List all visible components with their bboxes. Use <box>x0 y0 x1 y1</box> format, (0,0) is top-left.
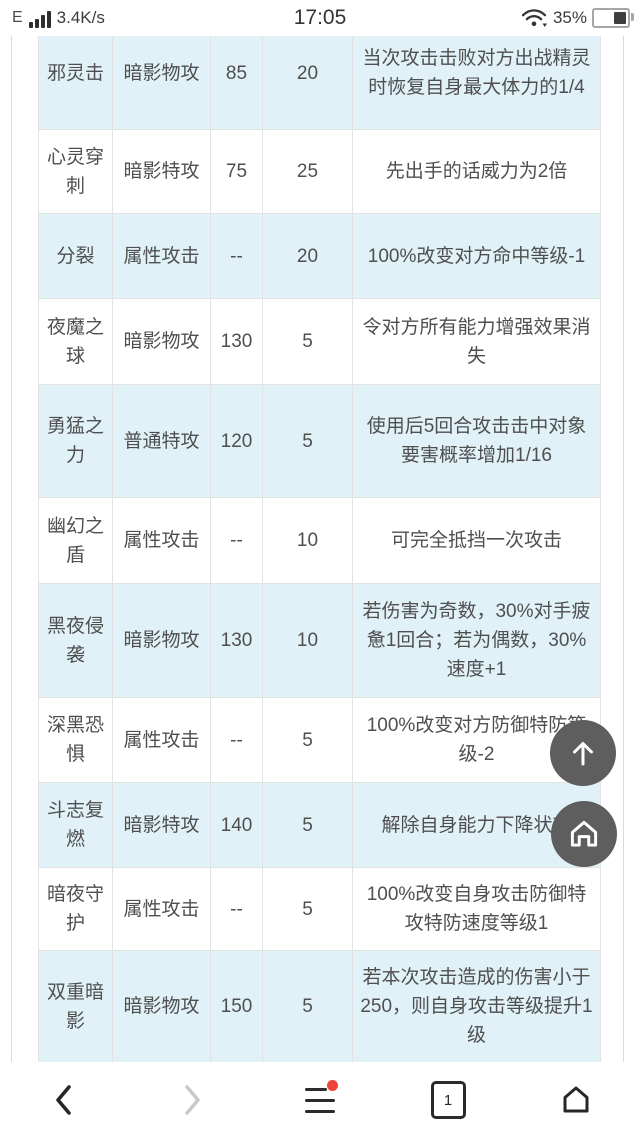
table-row: 心灵穿刺 暗影特攻 75 25 先出手的话威力为2倍 <box>38 129 601 214</box>
forward-icon <box>185 1085 200 1115</box>
battery-icon <box>592 8 634 28</box>
browser-nav-bar: 1 <box>0 1062 640 1138</box>
table-row: 勇猛之力 普通特攻 120 5 使用后5回合攻击击中对象要害概率增加1/16 <box>38 384 601 498</box>
notification-dot <box>327 1079 338 1091</box>
up-arrow-icon <box>573 742 593 766</box>
skill-power-cell: -- <box>210 697 263 783</box>
skill-pp-cell: 10 <box>262 497 353 584</box>
skill-pp-cell: 5 <box>262 867 353 951</box>
skill-name-cell: 斗志复燃 <box>38 782 113 868</box>
nav-home-button[interactable] <box>512 1062 640 1138</box>
skill-kind-cell: 属性攻击 <box>112 697 211 783</box>
table-row: 幽幻之盾 属性攻击 -- 10 可完全抵挡一次攻击 <box>38 497 601 584</box>
skill-power-cell: 150 <box>210 950 263 1063</box>
skill-name-cell: 心灵穿刺 <box>38 129 113 214</box>
menu-button[interactable] <box>256 1062 384 1138</box>
skill-kind-cell: 属性攻击 <box>112 213 211 299</box>
table-row: 分裂 属性攻击 -- 20 100%改变对方命中等级-1 <box>38 213 601 299</box>
table-row: 暗夜守护 属性攻击 -- 5 100%改变自身攻击防御特攻特防速度等级1 <box>38 867 601 951</box>
skill-name-cell: 勇猛之力 <box>38 384 113 498</box>
skill-effect-cell: 先出手的话威力为2倍 <box>352 129 601 214</box>
skill-pp-cell: 5 <box>262 384 353 498</box>
float-home-button[interactable] <box>551 801 617 867</box>
skill-name-cell: 暗夜守护 <box>38 867 113 951</box>
table-row: 深黑恐惧 属性攻击 -- 5 100%改变对方防御特防等级-2 <box>38 697 601 783</box>
table-row: 双重暗影 暗影物攻 150 5 若本次攻击造成的伤害小于250，则自身攻击等级提… <box>38 950 601 1063</box>
signal-strength-icon <box>28 10 51 28</box>
home-icon <box>570 820 598 847</box>
skill-name-cell: 深黑恐惧 <box>38 697 113 783</box>
skill-kind-cell: 暗影物攻 <box>112 950 211 1063</box>
skill-pp-cell: 5 <box>262 950 353 1063</box>
skill-kind-cell: 暗影物攻 <box>112 298 211 385</box>
menu-icon <box>305 1079 338 1114</box>
network-speed: 3.4K/s <box>56 8 105 27</box>
skill-power-cell: 130 <box>210 298 263 385</box>
skill-power-cell: -- <box>210 497 263 584</box>
skill-name-cell: 幽幻之盾 <box>38 497 113 584</box>
skill-effect-cell: 100%改变自身攻击防御特攻特防速度等级1 <box>352 867 601 951</box>
status-left: E 3.4K/s <box>12 0 105 36</box>
back-icon <box>56 1085 71 1115</box>
skill-kind-cell: 暗影特攻 <box>112 129 211 214</box>
skill-name-cell: 夜魔之球 <box>38 298 113 385</box>
table-row: 斗志复燃 暗影特攻 140 5 解除自身能力下降状态 <box>38 782 601 868</box>
skill-effect-cell: 使用后5回合攻击击中对象要害概率增加1/16 <box>352 384 601 498</box>
skill-kind-cell: 属性攻击 <box>112 867 211 951</box>
skill-power-cell: 75 <box>210 129 263 214</box>
network-type-indicator: E <box>12 9 23 26</box>
skill-name-cell: 黑夜侵袭 <box>38 583 113 698</box>
skill-power-cell: 120 <box>210 384 263 498</box>
skill-power-cell: -- <box>210 213 263 299</box>
skill-effect-cell: 令对方所有能力增强效果消失 <box>352 298 601 385</box>
forward-button[interactable] <box>128 1062 256 1138</box>
skill-name-cell: 双重暗影 <box>38 950 113 1063</box>
right-edge-divider <box>623 36 624 1062</box>
status-right: 35% <box>521 0 634 36</box>
skill-name-cell: 分裂 <box>38 213 113 299</box>
battery-percent: 35% <box>552 8 587 27</box>
skill-pp-cell: 5 <box>262 298 353 385</box>
skill-power-cell: -- <box>210 867 263 951</box>
tab-count: 1 <box>443 1091 453 1109</box>
skill-pp-cell: 25 <box>262 129 353 214</box>
skill-effect-cell: 若本次攻击造成的伤害小于250，则自身攻击等级提升1级 <box>352 950 601 1063</box>
skill-pp-cell: 5 <box>262 697 353 783</box>
skill-kind-cell: 暗影特攻 <box>112 782 211 868</box>
clock: 17:05 <box>293 6 347 29</box>
skill-effect-cell: 若伤害为奇数，30%对手疲惫1回合；若为偶数，30%速度+1 <box>352 583 601 698</box>
skill-effect-cell: 可完全抵挡一次攻击 <box>352 497 601 584</box>
tabs-button[interactable]: 1 <box>384 1062 512 1138</box>
skills-table: 邪灵击 暗影物攻 85 20 当次攻击击败对方出战精灵时恢复自身最大体力的1/4… <box>38 16 601 1063</box>
nav-home-icon <box>563 1086 589 1113</box>
skill-pp-cell: 10 <box>262 583 353 698</box>
table-row: 夜魔之球 暗影物攻 130 5 令对方所有能力增强效果消失 <box>38 298 601 385</box>
skill-effect-cell: 100%改变对方命中等级-1 <box>352 213 601 299</box>
status-bar: E 3.4K/s 17:05 35% <box>0 0 640 36</box>
skill-kind-cell: 普通特攻 <box>112 384 211 498</box>
skill-power-cell: 140 <box>210 782 263 868</box>
skill-pp-cell: 20 <box>262 213 353 299</box>
tab-count-icon: 1 <box>430 1081 466 1119</box>
table-row: 黑夜侵袭 暗影物攻 130 10 若伤害为奇数，30%对手疲惫1回合；若为偶数，… <box>38 583 601 698</box>
left-edge-divider <box>11 36 12 1062</box>
back-button[interactable] <box>0 1062 128 1138</box>
skill-kind-cell: 属性攻击 <box>112 497 211 584</box>
back-to-top-button[interactable] <box>550 720 616 786</box>
skill-pp-cell: 5 <box>262 782 353 868</box>
skill-power-cell: 130 <box>210 583 263 698</box>
wifi-icon <box>521 9 547 27</box>
skill-kind-cell: 暗影物攻 <box>112 583 211 698</box>
